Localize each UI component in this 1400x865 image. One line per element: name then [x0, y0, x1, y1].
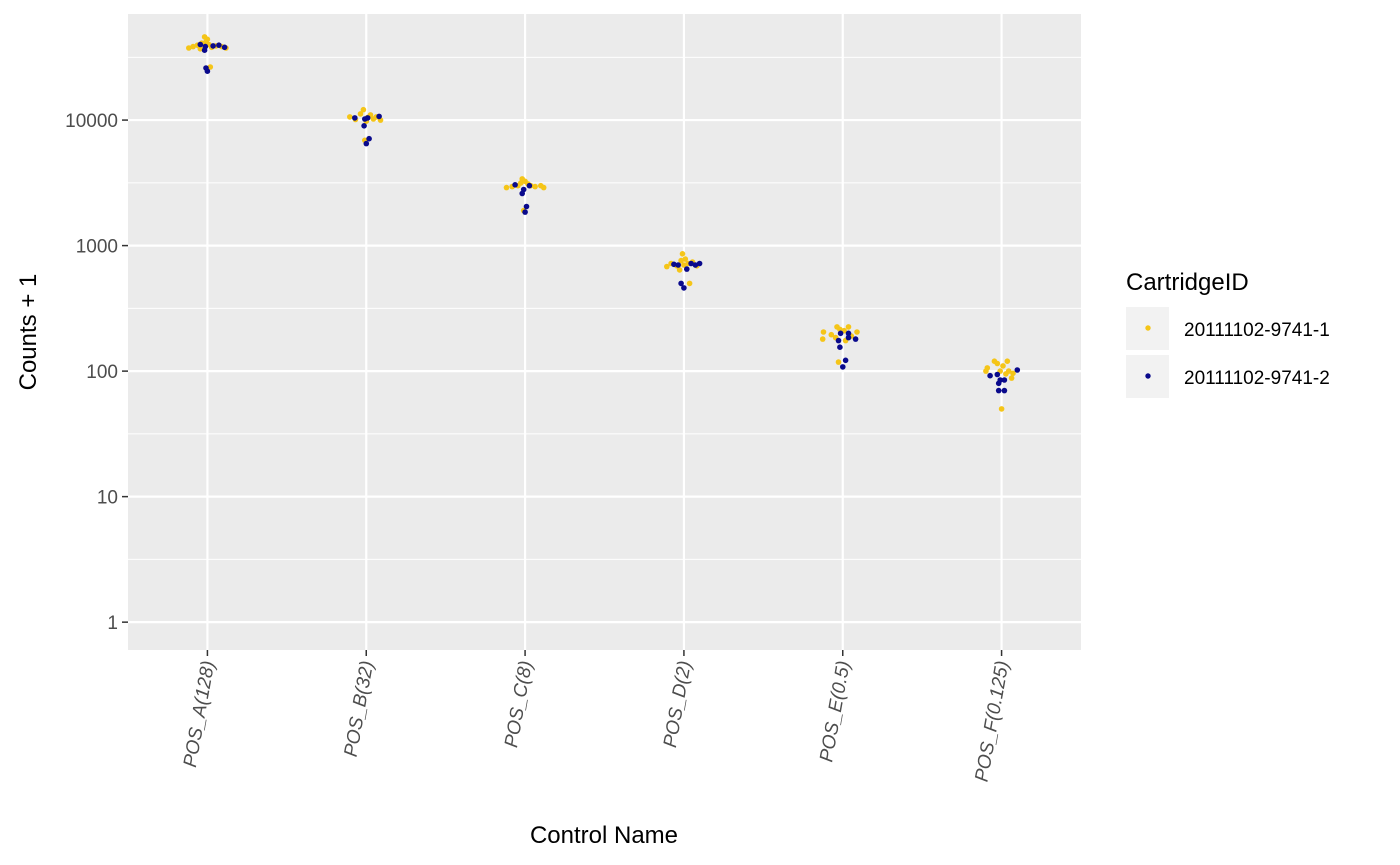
legend: CartridgeID 20111102-9741-1 20111102-974…	[1126, 269, 1330, 398]
data-point-series-1	[1004, 358, 1011, 365]
data-point-series-2	[688, 260, 694, 267]
data-point-series-1	[994, 360, 1001, 367]
data-point-series-1	[676, 267, 683, 273]
data-point-series-2	[995, 387, 1002, 394]
data-point-series-2	[845, 334, 852, 341]
data-point-series-2	[522, 209, 528, 215]
data-point-series-2	[366, 135, 372, 142]
data-point-series-1	[681, 262, 687, 268]
data-point-series-1	[998, 406, 1005, 412]
data-point-series-2	[852, 336, 859, 342]
data-point-series-1	[828, 331, 835, 338]
data-point-series-2	[204, 68, 211, 74]
data-point-series-2	[202, 43, 209, 50]
data-point-series-2	[681, 285, 687, 291]
data-point-series-1	[204, 36, 211, 43]
data-point-series-2	[363, 140, 370, 147]
data-point-series-1	[820, 329, 827, 335]
data-point-series-2	[994, 371, 1001, 378]
data-point-series-1	[1005, 368, 1012, 374]
legend-title: CartridgeID	[1126, 269, 1249, 296]
data-point-series-2	[352, 115, 358, 121]
grid-minor	[128, 56, 1081, 560]
data-point-series-1	[682, 256, 689, 262]
data-point-series-1	[835, 359, 842, 365]
data-point-series-2	[696, 260, 703, 267]
data-point-series-2	[1014, 367, 1021, 373]
data-point-series-1	[845, 324, 852, 330]
x-tick-label: POS_A(128)	[180, 659, 219, 769]
x-tick-label: POS_D(2)	[660, 659, 696, 749]
data-point-series-2	[216, 42, 222, 48]
data-point-series-1	[197, 46, 204, 52]
data-point-series-2	[512, 182, 518, 188]
x-tick-label: POS_F(0.125)	[972, 659, 1014, 783]
data-point-series-2	[837, 330, 844, 337]
data-point-series-2	[845, 330, 852, 337]
x-axis-title: Control Name	[530, 822, 678, 849]
y-tick-label: 100	[86, 362, 118, 383]
data-point-series-2	[520, 186, 527, 193]
data-point-series-2	[523, 203, 530, 210]
data-point-series-2	[835, 337, 842, 344]
data-point-series-1	[686, 280, 693, 287]
plot-panel	[128, 14, 1081, 650]
y-tick-label: 1	[107, 613, 118, 634]
data-point-series-1	[678, 257, 684, 264]
data-point-series-2	[678, 280, 684, 287]
data-point-series-2	[997, 377, 1003, 383]
x-tick-label: POS_C(8)	[501, 659, 537, 749]
data-point-series-1	[1008, 375, 1015, 381]
data-point-series-1	[1010, 370, 1016, 377]
data-point-series-2	[671, 261, 677, 268]
data-point-series-2	[197, 41, 204, 48]
data-point-series-2	[684, 266, 690, 272]
legend-label-series-2: 20111102-9741-2	[1184, 368, 1330, 389]
data-point-series-2	[987, 372, 993, 379]
data-point-series-1	[360, 106, 367, 113]
data-point-series-2	[692, 262, 699, 268]
data-point-series-2	[1001, 377, 1008, 383]
data-point-series-2	[364, 115, 371, 121]
data-point-series-1	[540, 184, 547, 191]
data-point-series-1	[819, 336, 826, 342]
data-point-series-1	[190, 43, 196, 50]
data-point-series-2	[210, 43, 216, 49]
y-tick-label: 10	[97, 488, 118, 509]
data-point-series-2	[376, 113, 382, 120]
y-tick-label: 1000	[76, 237, 118, 258]
data-point-series-1	[1000, 363, 1006, 369]
data-point-series-1	[664, 263, 670, 270]
data-points	[186, 34, 1021, 412]
legend-marker-series-2	[1145, 373, 1151, 379]
x-axis: POS_A(128) POS_B(32) POS_C(8) POS_D(2) POS_E…	[180, 650, 1014, 784]
legend-label-series-1: 20111102-9741-1	[1184, 320, 1330, 341]
data-point-series-1	[357, 111, 364, 117]
data-point-series-2	[221, 44, 228, 51]
data-point-series-1	[503, 184, 510, 191]
data-point-series-2	[1001, 387, 1008, 394]
y-axis: 1 10 100 1000 10000	[65, 111, 128, 634]
data-point-series-1	[186, 45, 192, 51]
data-point-series-2	[675, 262, 681, 268]
y-axis-title: Counts + 1	[15, 274, 42, 391]
y-tick-label: 10000	[65, 111, 118, 132]
data-point-series-1	[679, 251, 686, 257]
data-point-series-1	[207, 64, 214, 70]
x-tick-label: POS_E(0.5)	[816, 659, 854, 764]
data-point-series-2	[840, 364, 846, 370]
x-tick-label: POS_B(32)	[341, 659, 379, 758]
data-point-series-2	[526, 182, 533, 189]
data-point-series-1	[984, 365, 991, 371]
data-point-series-1	[854, 329, 860, 335]
data-point-series-1	[347, 114, 353, 120]
legend-marker-series-1	[1145, 325, 1151, 331]
data-point-series-2	[837, 344, 843, 351]
data-point-series-2	[361, 123, 367, 129]
data-point-series-2	[842, 357, 849, 364]
data-point-series-1	[532, 183, 538, 190]
